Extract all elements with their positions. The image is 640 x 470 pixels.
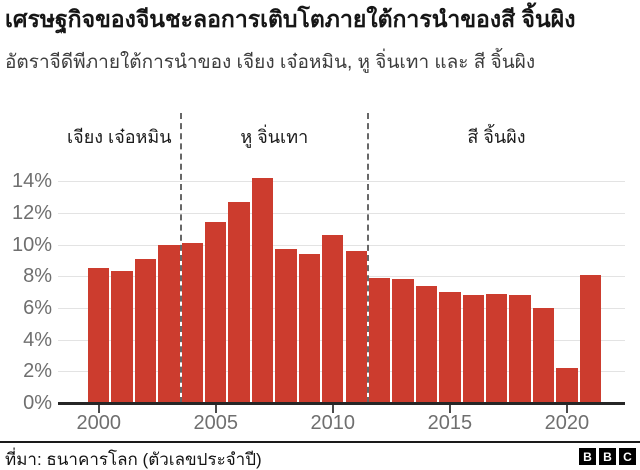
bar-2001 xyxy=(111,271,133,403)
bar-2005 xyxy=(205,222,227,403)
bbc-logo: B B C xyxy=(579,448,636,465)
y-axis-label: 10% xyxy=(11,233,52,256)
bar-2010 xyxy=(322,234,344,403)
bar-2009 xyxy=(298,254,321,403)
x-axis-tick-label: 2010 xyxy=(310,412,356,434)
bbc-logo-block-b2: B xyxy=(599,448,616,465)
y-axis-label: 12% xyxy=(11,201,52,224)
x-axis-line xyxy=(58,402,625,405)
era-label-1: เจียง เจ๋อหมิน xyxy=(67,127,172,147)
bar-2008 xyxy=(275,249,297,403)
y-axis-label: 0% xyxy=(23,392,52,414)
x-axis-tick-label: 2000 xyxy=(76,412,121,434)
bar-2003 xyxy=(158,244,180,403)
bar-2000 xyxy=(88,268,110,403)
bar-2019 xyxy=(532,307,555,403)
bar-2020 xyxy=(556,368,578,403)
y-axis-label: 14% xyxy=(11,170,52,193)
bar-2011 xyxy=(345,250,367,403)
y-axis-label: 2% xyxy=(23,360,52,383)
footer-divider xyxy=(0,441,640,443)
era-divider-line xyxy=(179,113,182,403)
x-axis-tick xyxy=(331,405,334,413)
era-divider-line xyxy=(366,113,369,403)
y-axis-label: 6% xyxy=(23,296,52,319)
era-label-3: สี จิ้นผิง xyxy=(467,127,526,147)
bar-2004 xyxy=(181,242,204,403)
x-axis-tick xyxy=(214,405,217,413)
y-axis-label: 4% xyxy=(23,328,52,351)
bar-2014 xyxy=(415,285,438,403)
source-text: ที่มา: ธนาคารโลก (ตัวเลขประจำปี) xyxy=(5,450,262,469)
bar-2006 xyxy=(228,201,250,403)
bar-2013 xyxy=(392,279,414,403)
y-axis-label: 8% xyxy=(23,265,52,288)
bar-2021 xyxy=(579,274,601,403)
bar-2016 xyxy=(462,295,484,403)
bar-2015 xyxy=(439,292,461,403)
x-axis-tick xyxy=(448,405,451,413)
gridline xyxy=(58,181,625,183)
gridline xyxy=(58,212,625,214)
x-axis-tick xyxy=(97,405,100,413)
bar-2018 xyxy=(509,295,531,403)
x-axis-tick-label: 2015 xyxy=(427,412,473,434)
bar-2007 xyxy=(251,177,274,403)
bbc-logo-block-c: C xyxy=(619,448,636,465)
bar-2012 xyxy=(368,277,391,403)
x-axis-tick-label: 2005 xyxy=(193,412,239,434)
x-axis-tick xyxy=(565,405,568,413)
bar-2002 xyxy=(134,258,157,403)
page-title: เศรษฐกิจของจีนชะลอการเติบโตภายใต้การนำขอ… xyxy=(5,6,576,32)
bbc-logo-block-b1: B xyxy=(579,448,596,465)
page-subtitle: อัตราจีดีพีภายใต้การนำของ เจียง เจ๋อหมิน… xyxy=(5,52,536,73)
era-label-2: หู จิ่นเทา xyxy=(240,127,309,147)
x-axis-tick-label: 2020 xyxy=(544,412,590,434)
bar-2017 xyxy=(485,293,508,403)
